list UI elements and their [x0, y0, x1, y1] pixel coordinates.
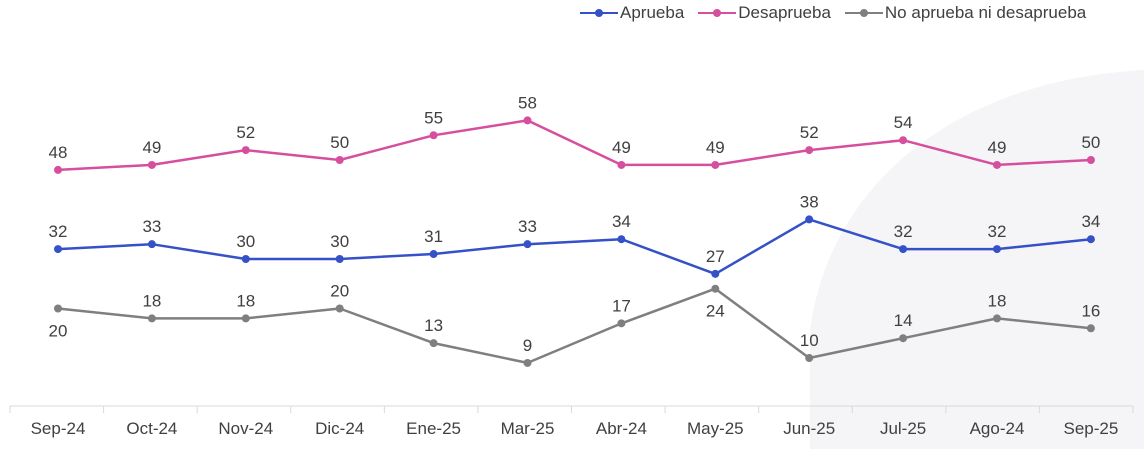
data-label-no-aprueba-ni-desaprueba: 18 — [142, 291, 161, 310]
x-tick-label: Sep-24 — [31, 419, 86, 438]
legend-label-no-aprueba-ni-desaprueba: No aprueba ni desaprueba — [884, 3, 1087, 22]
data-label-no-aprueba-ni-desaprueba: 18 — [988, 291, 1007, 310]
data-label-aprueba: 32 — [49, 222, 68, 241]
data-label-aprueba: 33 — [142, 217, 161, 236]
data-label-aprueba: 33 — [518, 217, 537, 236]
data-label-no-aprueba-ni-desaprueba: 20 — [330, 282, 349, 301]
legend-label-aprueba: Aprueba — [620, 3, 685, 22]
data-point-aprueba — [1086, 235, 1095, 244]
data-label-aprueba: 31 — [424, 227, 443, 246]
data-point-no-aprueba-ni-desaprueba — [429, 339, 438, 348]
data-point-no-aprueba-ni-desaprueba — [993, 314, 1001, 323]
data-point-no-aprueba-ni-desaprueba — [147, 314, 156, 323]
data-label-no-aprueba-ni-desaprueba: 18 — [236, 291, 255, 310]
data-label-aprueba: 30 — [330, 232, 349, 251]
legend: Aprueba Desaprueba No aprueba ni desapru… — [580, 3, 1100, 23]
data-point-aprueba — [523, 240, 532, 249]
data-point-aprueba — [335, 255, 344, 263]
data-label-no-aprueba-ni-desaprueba: 24 — [706, 302, 725, 321]
data-label-no-aprueba-ni-desaprueba: 13 — [424, 316, 443, 335]
background-watermark — [810, 70, 1144, 449]
data-label-aprueba: 38 — [800, 192, 819, 211]
data-point-aprueba — [147, 240, 156, 249]
data-point-no-aprueba-ni-desaprueba — [899, 334, 908, 343]
data-point-desaprueba — [335, 156, 344, 164]
series-line-no-aprueba-ni-desaprueba — [57, 287, 1092, 365]
data-label-no-aprueba-ni-desaprueba: 17 — [612, 296, 631, 315]
legend-label-desaprueba: Desaprueba — [738, 3, 831, 22]
data-point-desaprueba — [1086, 156, 1095, 164]
x-tick-label: Jul-25 — [880, 419, 926, 438]
legend-item-aprueba: Aprueba — [580, 3, 684, 23]
data-point-no-aprueba-ni-desaprueba — [711, 284, 720, 293]
x-tick-label: Sep-25 — [1063, 419, 1118, 438]
data-point-desaprueba — [617, 160, 626, 169]
legend-swatch-desaprueba — [698, 6, 737, 20]
data-point-aprueba — [899, 245, 908, 254]
data-label-desaprueba: 50 — [1081, 133, 1100, 152]
data-point-no-aprueba-ni-desaprueba — [241, 314, 250, 323]
series-line-desaprueba — [57, 119, 1091, 172]
data-point-desaprueba — [523, 116, 532, 125]
data-point-desaprueba — [147, 160, 156, 169]
data-point-no-aprueba-ni-desaprueba — [1086, 324, 1095, 333]
data-label-desaprueba: 49 — [706, 138, 725, 157]
data-label-aprueba: 27 — [706, 247, 725, 266]
data-label-desaprueba: 49 — [988, 138, 1007, 157]
data-point-desaprueba — [711, 160, 720, 169]
data-point-no-aprueba-ni-desaprueba — [335, 304, 344, 313]
data-label-no-aprueba-ni-desaprueba: 9 — [523, 336, 532, 355]
legend-item-desaprueba: Desaprueba — [698, 3, 831, 23]
data-point-desaprueba — [805, 146, 814, 155]
x-tick-label: Ene-25 — [406, 419, 461, 438]
data-point-desaprueba — [54, 165, 62, 174]
data-label-no-aprueba-ni-desaprueba: 20 — [49, 322, 68, 341]
data-point-aprueba — [54, 245, 62, 254]
data-point-desaprueba — [241, 146, 250, 155]
data-point-desaprueba — [429, 131, 438, 140]
x-tick-label: Ago-24 — [970, 419, 1025, 438]
data-label-desaprueba: 50 — [330, 133, 349, 152]
data-label-desaprueba: 49 — [612, 138, 631, 157]
data-label-no-aprueba-ni-desaprueba: 10 — [800, 331, 819, 350]
data-label-no-aprueba-ni-desaprueba: 14 — [894, 311, 913, 330]
legend-item-no-aprueba-ni-desaprueba: No aprueba ni desaprueba — [844, 3, 1087, 23]
data-point-aprueba — [993, 245, 1001, 254]
data-point-aprueba — [805, 215, 814, 224]
legend-swatch-aprueba — [580, 6, 618, 20]
x-tick-label: Mar-25 — [501, 419, 555, 438]
data-label-aprueba: 34 — [612, 212, 631, 231]
data-label-desaprueba: 52 — [800, 123, 819, 142]
data-label-aprueba: 32 — [988, 222, 1007, 241]
x-tick-label: Abr-24 — [596, 419, 647, 438]
data-point-aprueba — [241, 255, 250, 263]
data-point-desaprueba — [899, 136, 908, 145]
legend-swatch-no-aprueba-ni-desaprueba — [844, 6, 883, 20]
data-label-desaprueba: 48 — [49, 143, 68, 162]
data-label-desaprueba: 54 — [894, 113, 913, 132]
data-label-aprueba: 32 — [894, 222, 913, 241]
data-point-aprueba — [711, 269, 720, 278]
data-label-desaprueba: 52 — [236, 123, 255, 142]
x-tick-label: May-25 — [687, 419, 744, 438]
data-point-no-aprueba-ni-desaprueba — [805, 354, 814, 362]
data-point-no-aprueba-ni-desaprueba — [523, 358, 532, 367]
data-label-desaprueba: 58 — [518, 93, 537, 112]
data-point-no-aprueba-ni-desaprueba — [54, 304, 62, 313]
data-point-desaprueba — [993, 160, 1001, 169]
data-point-aprueba — [617, 235, 626, 244]
data-label-desaprueba: 55 — [424, 108, 443, 127]
data-label-no-aprueba-ni-desaprueba: 16 — [1081, 301, 1100, 320]
data-label-desaprueba: 49 — [142, 138, 161, 157]
data-label-aprueba: 34 — [1081, 212, 1100, 231]
x-tick-label: Dic-24 — [315, 419, 364, 438]
series-line-aprueba — [57, 218, 1092, 276]
x-tick-label: Nov-24 — [218, 419, 273, 438]
x-tick-label: Jun-25 — [783, 419, 835, 438]
x-tick-label: Oct-24 — [126, 419, 177, 438]
data-point-aprueba — [429, 250, 438, 259]
data-label-aprueba: 30 — [236, 232, 255, 251]
data-point-no-aprueba-ni-desaprueba — [617, 319, 626, 328]
